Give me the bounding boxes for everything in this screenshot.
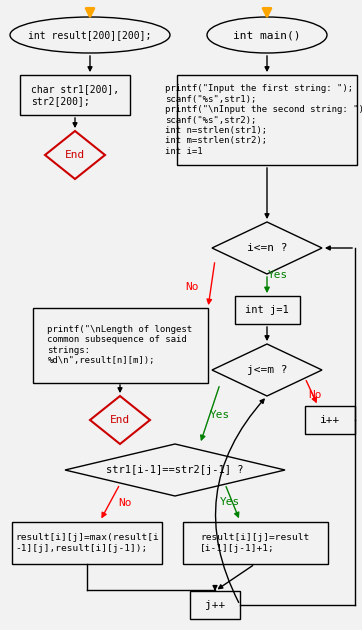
Text: j++: j++: [205, 600, 225, 610]
Text: result[i][j]=max(result[i
-1][j],result[i][j-1]);: result[i][j]=max(result[i -1][j],result[…: [15, 534, 159, 553]
Text: j<=m ?: j<=m ?: [247, 365, 287, 375]
Text: No: No: [308, 390, 321, 400]
Text: int j=1: int j=1: [245, 305, 289, 315]
Bar: [235, 296, 299, 324]
Text: printf("\nLength of longest
common subsequence of said
strings:
%d\n",result[n][: printf("\nLength of longest common subse…: [47, 325, 193, 365]
Text: No: No: [185, 282, 198, 292]
Text: str1[i-1]==str2[j-1] ?: str1[i-1]==str2[j-1] ?: [106, 465, 244, 475]
Text: Yes: Yes: [210, 410, 230, 420]
Bar: [305, 406, 355, 434]
Text: int result[200][200];: int result[200][200];: [28, 30, 152, 40]
Text: End: End: [65, 150, 85, 160]
Text: result[i][j]=result
[i-1][j-1]+1;: result[i][j]=result [i-1][j-1]+1;: [201, 534, 310, 553]
Bar: [190, 591, 240, 619]
Text: Yes: Yes: [220, 497, 240, 507]
Bar: [12, 522, 162, 564]
Text: No: No: [118, 498, 131, 508]
Bar: [177, 75, 357, 165]
Bar: [182, 522, 328, 564]
Bar: [20, 75, 130, 115]
Bar: [33, 307, 207, 382]
Text: i<=n ?: i<=n ?: [247, 243, 287, 253]
Text: int main(): int main(): [233, 30, 301, 40]
Text: Yes: Yes: [268, 270, 288, 280]
Text: printf("Input the first string: ");
scanf("%s",str1);
printf("\nInput the second: printf("Input the first string: "); scan…: [165, 84, 362, 156]
Text: char str1[200],
str2[200];: char str1[200], str2[200];: [31, 84, 119, 106]
Text: End: End: [110, 415, 130, 425]
Text: i++: i++: [320, 415, 340, 425]
